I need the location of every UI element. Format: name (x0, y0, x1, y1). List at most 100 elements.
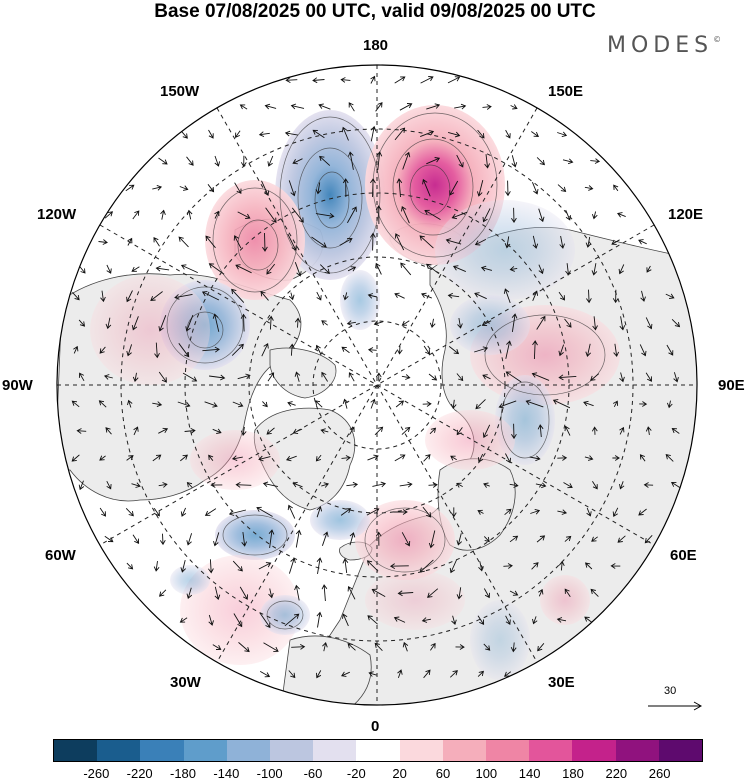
colorbar-swatch (615, 740, 659, 761)
colorbar-tick-label: 260 (648, 766, 671, 781)
wind-arrow (643, 482, 654, 488)
wind-arrow (483, 482, 490, 488)
wind-arrow (261, 180, 270, 196)
wind-arrow (537, 643, 545, 652)
wind-arrow (420, 76, 434, 84)
wind-arrow (201, 291, 220, 301)
wind-arrow (430, 642, 436, 651)
wind-arrow (583, 400, 594, 407)
wind-arrow (477, 670, 485, 677)
wind-arrow (450, 455, 457, 461)
wind-arrow (477, 129, 485, 139)
wind-arrow (180, 559, 187, 573)
wind-arrow (258, 131, 270, 138)
wind-arrow (422, 506, 432, 518)
wind-arrow (370, 178, 376, 198)
wind-arrow (366, 560, 379, 572)
wind-arrow (592, 480, 598, 490)
reference-vector-value: 30 (664, 685, 677, 697)
wind-arrow (316, 670, 322, 679)
colorbar-tick-label: 220 (605, 766, 628, 781)
colorbar-swatch (183, 740, 227, 761)
wind-arrow (590, 588, 599, 597)
wind-arrow (505, 340, 512, 359)
wind-arrow (558, 374, 577, 381)
wind-arrow (639, 401, 648, 407)
wind-arrow (268, 588, 274, 599)
colorbar-tick-label: 140 (518, 766, 541, 781)
wind-arrow (208, 129, 214, 139)
lon-label-120w: 120W (37, 206, 77, 223)
wind-arrow (423, 669, 431, 679)
wind-arrow (503, 563, 513, 569)
wind-arrow (538, 264, 544, 275)
wind-arrow (315, 182, 322, 195)
wind-arrow (316, 291, 322, 301)
wind-arrow (367, 347, 377, 353)
wind-arrow (613, 184, 619, 192)
wind-arrow (339, 237, 353, 246)
colorbar-swatch (486, 740, 530, 761)
wind-arrow (321, 371, 328, 382)
wind-arrow (401, 532, 411, 547)
wind-arrow (557, 131, 568, 138)
wind-arrow (619, 316, 626, 331)
wind-arrow (509, 482, 519, 488)
wind-arrow (268, 529, 275, 548)
wind-arrow (319, 264, 330, 274)
wind-arrow (131, 482, 141, 488)
wind-arrow (421, 292, 432, 299)
wind-arrow (179, 185, 189, 191)
wind-arrow (291, 644, 306, 650)
wind-arrow (422, 178, 431, 197)
wind-arrow (503, 288, 511, 304)
map-title: Base 07/08/2025 00 UTC, valid 09/08/2025… (154, 1, 596, 22)
wind-arrow (342, 292, 349, 301)
wind-arrow (316, 611, 323, 628)
wind-arrow (106, 264, 112, 274)
wind-arrow (396, 178, 403, 198)
wind-arrow (231, 455, 243, 462)
wind-arrow (312, 77, 325, 84)
wind-arrow (475, 399, 486, 410)
colorbar-swatch (313, 740, 357, 761)
wind-arrow (342, 178, 349, 198)
wind-arrow (294, 262, 302, 277)
wind-arrow (511, 313, 518, 332)
wind-arrow (509, 535, 519, 543)
wind-arrow (480, 265, 493, 272)
wind-arrow (259, 612, 271, 629)
wind-arrow (367, 454, 379, 461)
wind-arrow (158, 482, 168, 488)
wind-arrow (532, 235, 539, 249)
wind-arrow (208, 614, 214, 626)
wind-arrow (204, 401, 218, 408)
wind-arrow (174, 293, 193, 300)
wind-arrow (591, 426, 598, 435)
wind-arrow (445, 238, 462, 245)
lon-label-150e: 150E (548, 83, 584, 100)
wind-arrow (233, 235, 242, 249)
wind-arrow (346, 320, 356, 326)
wind-arrow (158, 371, 167, 383)
wind-arrow (610, 563, 621, 569)
wind-arrow (184, 427, 196, 434)
wind-arrow (340, 77, 351, 83)
wind-arrow (152, 184, 163, 191)
wind-arrow (126, 290, 133, 303)
wind-arrow (158, 157, 168, 165)
wind-arrow (504, 671, 512, 677)
wind-arrow (564, 425, 571, 436)
wind-arrow (393, 616, 406, 623)
wind-arrow (239, 586, 248, 600)
wind-arrow (483, 536, 490, 543)
wind-arrow (126, 344, 133, 357)
wind-arrow (531, 182, 539, 195)
wind-arrow (538, 208, 545, 223)
wind-arrow (474, 238, 487, 246)
wind-arrow (133, 426, 139, 436)
wind-arrow (612, 455, 620, 461)
wind-arrow (532, 290, 539, 301)
wind-arrow (374, 642, 383, 652)
iberia-africa (279, 635, 372, 705)
